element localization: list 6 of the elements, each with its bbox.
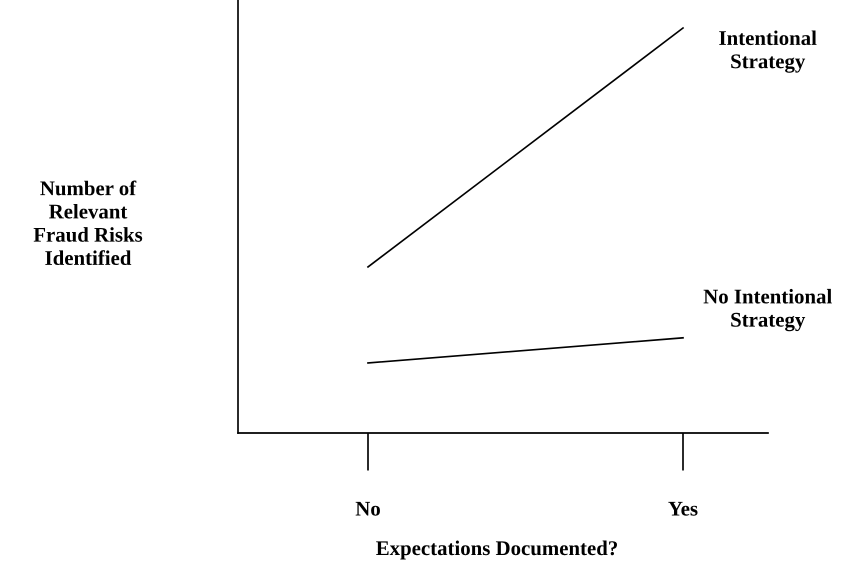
series-label: No Intentional Strategy [704, 288, 832, 332]
x-tick-label: Yes [668, 502, 698, 516]
x-tick-label: No [356, 502, 380, 516]
series-label: Intentional Strategy [719, 30, 817, 73]
y-axis-title: Number of Relevant Fraud Risks Identified [34, 180, 142, 266]
x-axis-title: Expectations Documented? [376, 540, 617, 560]
